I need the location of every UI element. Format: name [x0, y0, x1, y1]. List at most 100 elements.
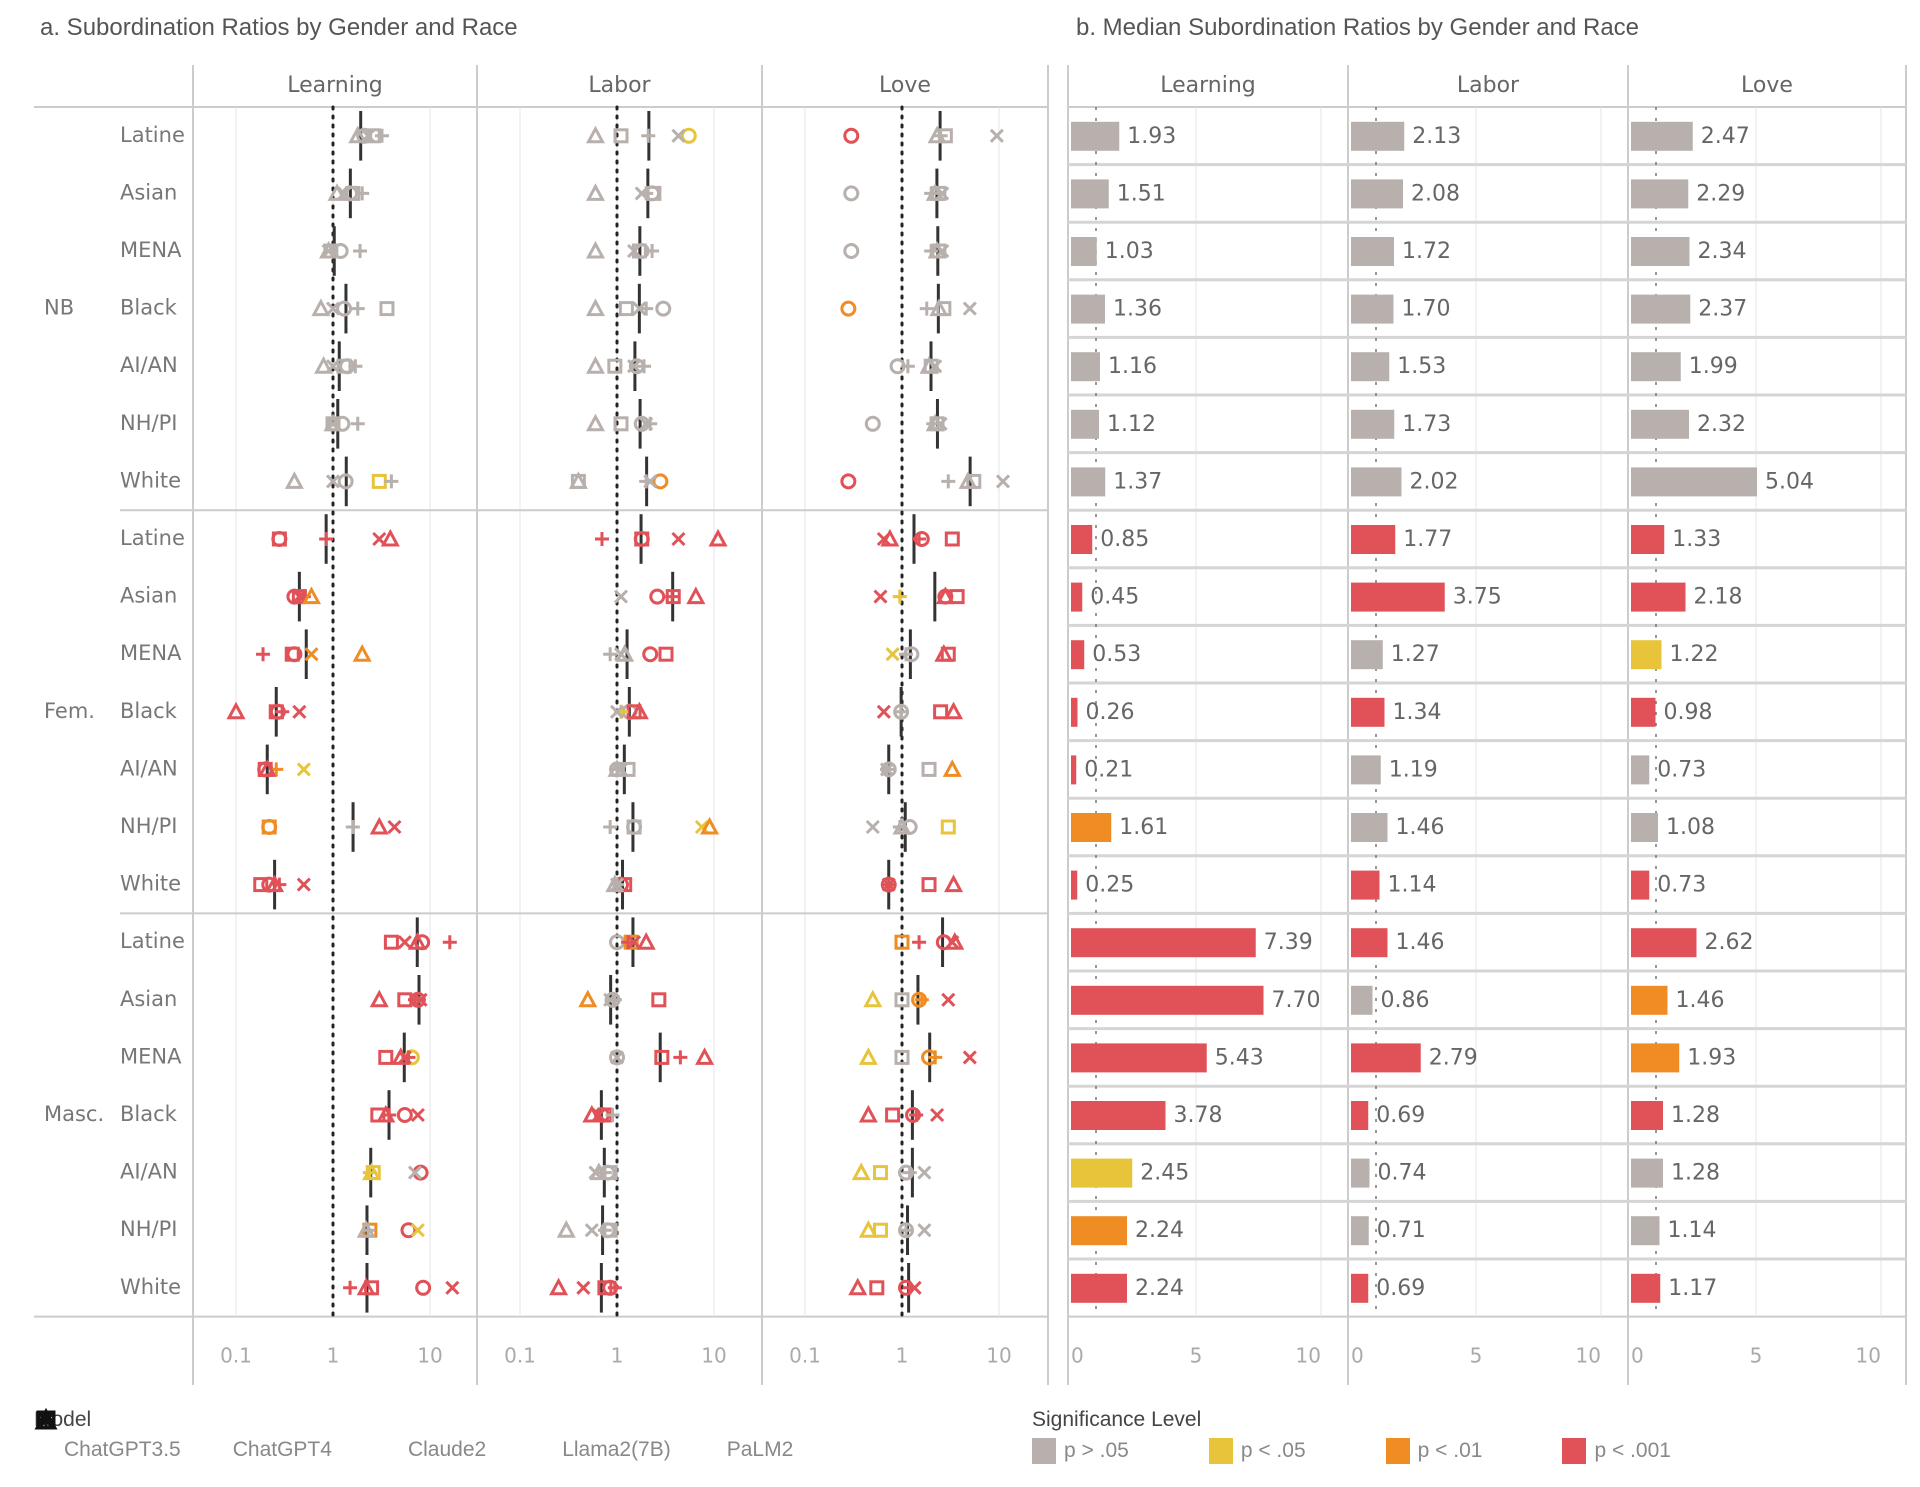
marker-llama27b — [881, 877, 896, 892]
marker-palm2 — [629, 701, 649, 720]
triangle-marker — [605, 874, 625, 893]
circle-marker — [609, 1049, 625, 1066]
marker-claude2 — [319, 532, 334, 546]
bar-value-label: 1.61 — [1119, 815, 1168, 840]
plus-marker — [442, 935, 457, 950]
marker-chatgpt4 — [607, 358, 623, 374]
marker-claude2 — [345, 820, 360, 834]
median-bar — [1351, 1216, 1369, 1246]
triangle-marker — [323, 413, 343, 432]
plus-marker — [348, 359, 363, 374]
x-marker — [410, 1223, 425, 1238]
marker-palm2 — [301, 586, 321, 605]
median-bar — [1631, 352, 1681, 382]
square-marker — [607, 358, 623, 374]
legend-label: ChatGPT4 — [232, 1438, 332, 1461]
circle-marker — [843, 243, 860, 259]
x-marker — [907, 1280, 922, 1295]
marker-palm2 — [585, 183, 605, 201]
race-label: Latine — [120, 526, 185, 550]
plus-marker — [639, 301, 654, 316]
marker-claude2 — [645, 244, 660, 258]
color-swatch-icon — [1385, 1438, 1410, 1464]
median-bar — [1071, 294, 1105, 324]
triangle-marker — [942, 759, 962, 777]
bar-value-label: 7.39 — [1264, 930, 1313, 955]
marker-chatgpt4 — [658, 646, 674, 662]
marker-llama27b — [962, 1050, 977, 1065]
bar-value-label: 1.73 — [1402, 412, 1451, 437]
marker-chatgpt35 — [843, 185, 860, 202]
bar-value-label: 5.04 — [1765, 469, 1814, 494]
median-bar — [1071, 121, 1120, 151]
median-bar — [1071, 697, 1078, 727]
x-tick-label: 1 — [611, 1344, 624, 1368]
bar-value-label: 2.24 — [1135, 1218, 1184, 1243]
marker-llama27b — [609, 704, 625, 719]
x-tick-label: 0 — [1351, 1344, 1364, 1368]
median-bar — [1351, 1158, 1370, 1188]
marker-claude2 — [384, 474, 399, 489]
marker-llama27b — [304, 647, 319, 662]
bar-value-label: 1.28 — [1671, 1161, 1720, 1186]
marker-llama27b — [627, 359, 642, 374]
x-marker — [445, 1280, 460, 1295]
gender-label-fem: Fem. — [44, 699, 95, 723]
median-bar — [1351, 1043, 1421, 1073]
median-bar — [1631, 467, 1757, 497]
x-marker — [292, 589, 307, 604]
circle-marker — [649, 588, 666, 605]
marker-llama27b — [907, 1280, 922, 1295]
bar-value-label: 2.47 — [1701, 124, 1750, 149]
triangle-marker — [348, 125, 368, 144]
marker-palm2 — [323, 413, 343, 432]
x-marker — [296, 762, 311, 777]
circle-marker — [642, 646, 659, 663]
x-tick-label: 10 — [701, 1344, 726, 1368]
triangle-marker — [568, 471, 588, 489]
marker-chatgpt35 — [609, 1049, 625, 1066]
x-marker — [995, 474, 1011, 489]
marker-palm2 — [927, 125, 947, 144]
x-marker — [885, 647, 900, 662]
square-marker — [626, 819, 642, 835]
x-marker — [694, 819, 709, 835]
marker-claude2 — [914, 992, 929, 1007]
bar-value-label: 0.86 — [1381, 988, 1430, 1013]
triangle-marker — [929, 298, 949, 317]
race-label: AI/AN — [120, 1160, 178, 1184]
median-bar — [1071, 813, 1112, 842]
marker-llama27b — [325, 301, 341, 316]
circle-marker — [332, 243, 349, 259]
marker-llama27b — [325, 474, 341, 489]
square-marker — [261, 819, 277, 835]
marker-palm2 — [311, 298, 331, 317]
bar-value-label: 0.98 — [1664, 700, 1713, 725]
marker-palm2 — [863, 989, 883, 1008]
square-marker — [949, 589, 965, 605]
marker-chatgpt4 — [921, 877, 937, 893]
x-marker — [325, 416, 341, 431]
triangle-icon — [34, 1408, 721, 1462]
circle-marker — [415, 1279, 432, 1296]
gender-label-masc: Masc. — [44, 1102, 104, 1126]
bar-value-label: 0.74 — [1378, 1161, 1427, 1186]
plus-marker — [607, 1280, 622, 1295]
marker-chatgpt35 — [642, 646, 659, 663]
marker-palm2 — [636, 932, 656, 950]
plus-marker — [673, 1050, 688, 1065]
bar-value-label: 0.69 — [1376, 1276, 1425, 1301]
marker-llama27b — [643, 474, 658, 489]
bar-value-label: 5.43 — [1215, 1045, 1264, 1070]
marker-palm2 — [585, 125, 605, 144]
marker-palm2 — [925, 183, 945, 201]
median-bar — [1631, 179, 1689, 209]
marker-claude2 — [637, 359, 652, 374]
marker-claude2 — [442, 935, 457, 950]
plus-marker — [256, 647, 271, 662]
triangle-marker — [927, 240, 947, 259]
marker-claude2 — [594, 532, 609, 546]
marker-palm2 — [327, 183, 347, 201]
marker-llama27b — [445, 1280, 460, 1295]
bar-value-label: 1.37 — [1113, 469, 1162, 494]
